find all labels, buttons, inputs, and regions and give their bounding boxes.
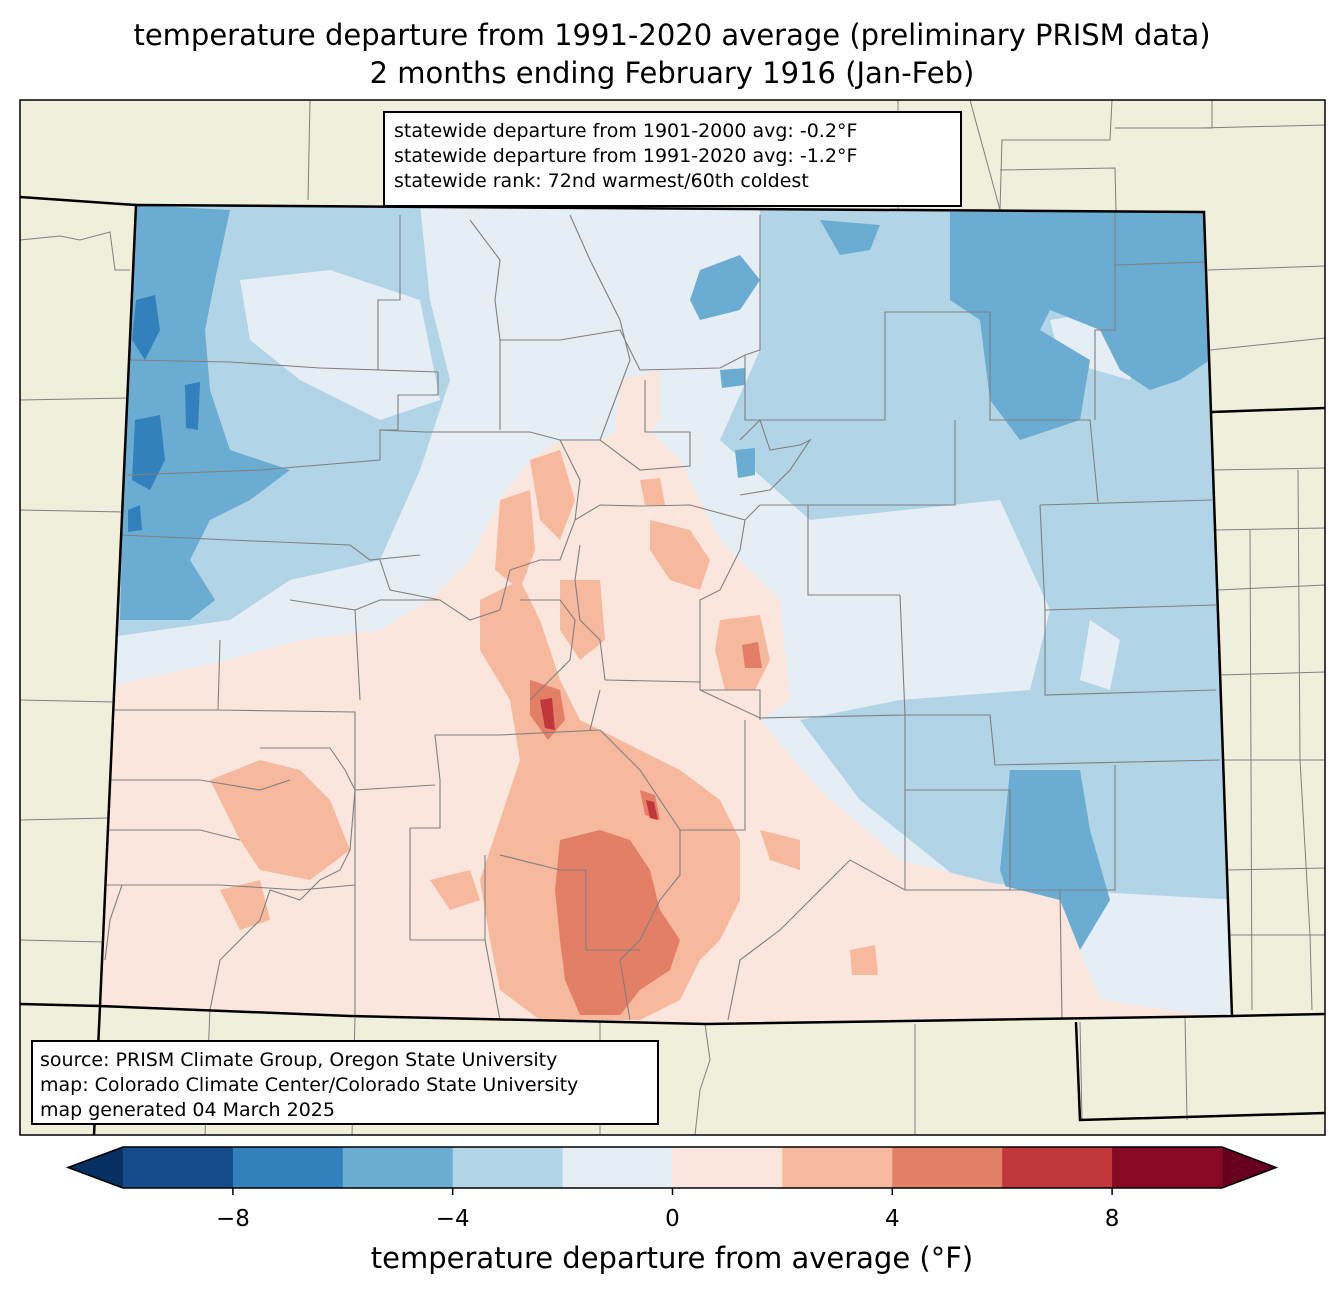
- colorbar-tick-label: −4: [435, 1206, 470, 1232]
- colorado-county-lines: [104, 212, 1221, 1021]
- colorbar-bin: [672, 1147, 783, 1188]
- neighbor-county-lines: [19, 99, 1326, 1136]
- stats-line-1991-2020: statewide departure from 1991-2020 avg: …: [394, 145, 858, 167]
- credits-generated: map generated 04 March 2025: [40, 1099, 335, 1121]
- colorbar: [65, 1146, 1279, 1195]
- colorbar-under-arrow: [68, 1147, 123, 1188]
- map-frame: [19, 99, 1326, 1136]
- colorbar-bin: [342, 1147, 454, 1188]
- colorbar-bin: [123, 1147, 234, 1188]
- colorbar-tick-label: 4: [884, 1206, 900, 1232]
- map-title-line2: 2 months ending February 1916 (Jan-Feb): [369, 56, 975, 90]
- map-title-line1: temperature departure from 1991-2020 ave…: [133, 18, 1211, 52]
- colorbar-label: temperature departure from average (°F): [370, 1241, 974, 1275]
- colorbar-bin: [782, 1147, 893, 1188]
- colorbar-outline: [65, 1146, 1279, 1189]
- colorbar-bin: [1112, 1147, 1223, 1188]
- statewide-stats-box: statewide departure from 1901-2000 avg: …: [383, 111, 962, 207]
- stats-line-rank: statewide rank: 72nd warmest/60th coldes…: [394, 170, 809, 192]
- colorado-temperature-field: [100, 205, 1232, 1024]
- credits-map: map: Colorado Climate Center/Colorado St…: [40, 1074, 579, 1096]
- colorbar-tick-label: −8: [215, 1206, 250, 1232]
- colorbar-bin: [232, 1147, 344, 1188]
- credits-source: source: PRISM Climate Group, Oregon Stat…: [40, 1049, 558, 1071]
- colorado-state-border: [98, 203, 1234, 1026]
- stats-line-1901-2000: statewide departure from 1901-2000 avg: …: [394, 120, 858, 142]
- colorbar-bin: [1002, 1147, 1113, 1188]
- colorbar-tick-label: 0: [665, 1206, 680, 1232]
- colorbar-bin: [452, 1147, 564, 1188]
- credits-box: source: PRISM Climate Group, Oregon Stat…: [31, 1040, 659, 1125]
- colorbar-tick-label: 8: [1104, 1206, 1120, 1232]
- colorbar-over-arrow: [1222, 1147, 1276, 1188]
- colorbar-bin: [562, 1147, 673, 1188]
- colorbar-bin: [892, 1147, 1003, 1188]
